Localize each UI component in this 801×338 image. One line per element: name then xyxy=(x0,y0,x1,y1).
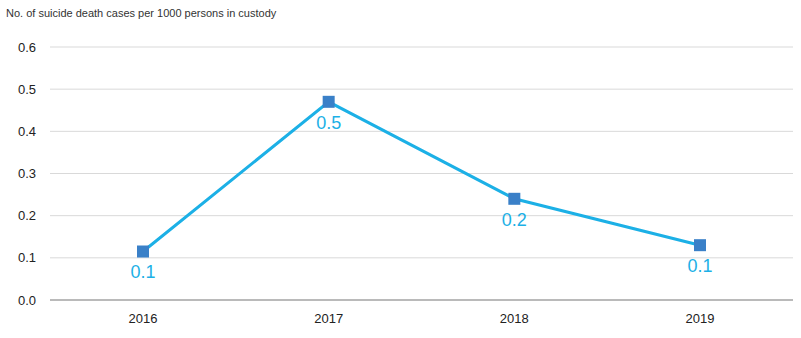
svg-text:2016: 2016 xyxy=(129,311,158,326)
svg-text:0.4: 0.4 xyxy=(18,124,36,139)
svg-text:0.2: 0.2 xyxy=(18,208,36,223)
svg-text:0.1: 0.1 xyxy=(18,250,36,265)
svg-text:0.0: 0.0 xyxy=(18,293,36,308)
svg-text:2018: 2018 xyxy=(500,311,529,326)
svg-text:0.2: 0.2 xyxy=(502,210,527,230)
svg-text:0.1: 0.1 xyxy=(687,256,712,276)
svg-text:2019: 2019 xyxy=(686,311,715,326)
svg-text:0.5: 0.5 xyxy=(18,82,36,97)
svg-text:0.1: 0.1 xyxy=(130,262,155,282)
svg-text:0.5: 0.5 xyxy=(316,113,341,133)
html-text:No. of suicide death cases per: No. of suicide death cases per 1000 pers… xyxy=(6,7,277,19)
svg-text:0.3: 0.3 xyxy=(18,166,36,181)
svg-text:2017: 2017 xyxy=(314,311,343,326)
svg-text:0.6: 0.6 xyxy=(18,40,36,55)
